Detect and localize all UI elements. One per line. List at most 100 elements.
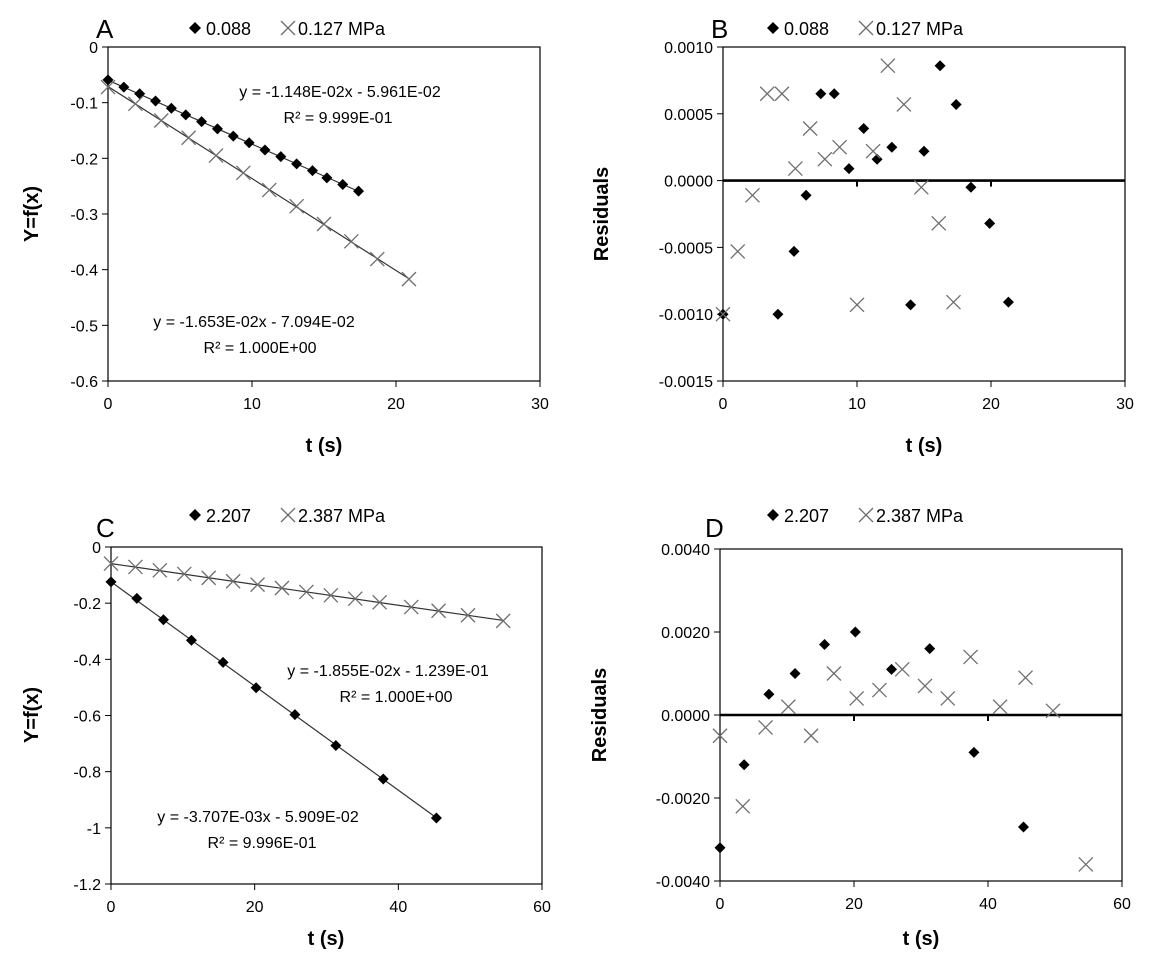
data-point xyxy=(858,122,870,134)
chart-panel-c: C 2.207 2.387 MPa 0 -0.2 -0.4 -0.6 -0.8 -1 -1.2 0 2… xyxy=(21,506,551,950)
data-point xyxy=(316,216,332,232)
data-point xyxy=(103,556,119,572)
data-point xyxy=(259,144,271,156)
x-tick-label: 20 xyxy=(845,896,863,913)
series-0.127 xyxy=(715,58,961,322)
data-point xyxy=(291,158,303,170)
data-point xyxy=(460,607,476,623)
legend-entry: 2.207 xyxy=(784,506,829,526)
data-point xyxy=(894,661,910,677)
data-point xyxy=(150,95,162,107)
y-tick-label: -1.2 xyxy=(73,877,101,894)
series-2.207 xyxy=(714,626,1030,854)
series-2.207 xyxy=(105,576,442,824)
panel-letter: C xyxy=(96,513,115,543)
data-point xyxy=(377,773,389,785)
legend-entry: 0.088 xyxy=(206,19,251,39)
equation-annotation: y = -3.707E-03x - 5.909E-02 xyxy=(157,809,359,826)
data-point xyxy=(185,634,197,646)
data-point xyxy=(347,591,363,607)
data-point xyxy=(102,74,114,86)
data-point xyxy=(849,297,865,313)
series-0.127 xyxy=(100,79,417,287)
data-point xyxy=(1018,670,1033,686)
panel-letter: B xyxy=(711,14,728,44)
y-axis-title: Residuals xyxy=(591,167,613,261)
legend-marker-diamond xyxy=(189,509,201,521)
y-tick-label: -0.2 xyxy=(73,596,101,613)
data-point xyxy=(127,559,143,575)
data-point xyxy=(950,98,962,110)
data-point xyxy=(201,570,217,586)
equation-annotation: R² = 9.999E-01 xyxy=(284,110,393,127)
x-tick-label: 20 xyxy=(246,899,264,916)
panel-letter: A xyxy=(96,14,114,44)
data-point xyxy=(1078,856,1094,872)
data-point xyxy=(772,308,784,320)
data-point xyxy=(849,690,865,706)
series-0.088 xyxy=(102,74,365,197)
data-point xyxy=(495,613,511,629)
x-axis-title: t (s) xyxy=(308,928,345,950)
equation-annotation: R² = 1.000E+00 xyxy=(340,689,453,706)
data-point xyxy=(745,187,760,203)
data-point xyxy=(1002,296,1014,308)
data-point xyxy=(157,614,169,626)
y-tick-label: -0.3 xyxy=(70,207,98,224)
legend-entry: 2.207 xyxy=(206,506,251,526)
data-point xyxy=(803,728,819,744)
x-tick-label: 30 xyxy=(531,396,549,413)
data-point xyxy=(787,161,803,177)
x-tick-label: 20 xyxy=(982,396,1000,413)
data-point xyxy=(401,271,417,287)
x-tick-label: 40 xyxy=(389,899,407,916)
equation-annotation: y = -1.148E-02x - 5.961E-02 xyxy=(239,84,441,101)
data-point xyxy=(738,759,750,771)
data-point xyxy=(289,198,305,214)
y-axis-title: Residuals xyxy=(589,668,611,762)
data-point xyxy=(181,130,197,146)
x-tick-label: 40 xyxy=(979,896,997,913)
equation-annotation: y = -1.653E-02x - 7.094E-02 xyxy=(153,314,355,331)
data-point xyxy=(965,181,977,193)
data-point xyxy=(880,58,896,74)
legend: 0.088 0.127 MPa xyxy=(767,19,964,39)
plot-area xyxy=(722,46,1126,382)
series-2.387 xyxy=(103,556,511,629)
legend: 0.088 0.127 MPa xyxy=(189,19,386,39)
y-tick-label: 0.0040 xyxy=(661,542,710,559)
y-axis-title: Y=f(x) xyxy=(21,687,43,743)
data-point xyxy=(165,102,177,114)
data-point xyxy=(715,306,731,322)
data-point xyxy=(788,245,800,257)
legend-entry: 0.127 MPa xyxy=(876,19,964,39)
legend-marker-cross xyxy=(858,20,874,36)
y-tick-label: -0.4 xyxy=(73,652,101,669)
x-axis-title: t (s) xyxy=(306,435,343,457)
data-point xyxy=(100,79,116,95)
data-point xyxy=(176,566,192,582)
data-point xyxy=(372,594,388,610)
x-tick-label: 60 xyxy=(533,899,551,916)
trendline-0.127 xyxy=(107,85,410,280)
equation-annotation: R² = 9.996E-01 xyxy=(208,835,317,852)
plot-area xyxy=(110,546,543,885)
legend-entry: 0.088 xyxy=(784,19,829,39)
x-tick-label: 60 xyxy=(1113,896,1131,913)
data-point xyxy=(817,151,833,167)
y-tick-label: -0.4 xyxy=(70,263,98,280)
chart-panel-d: D 2.207 2.387 MPa 0.0040 0.0020 0.0000 -0.0020… xyxy=(589,506,1131,950)
data-point xyxy=(131,592,143,604)
data-point xyxy=(849,626,861,638)
data-point xyxy=(802,121,818,136)
data-point xyxy=(774,86,790,102)
data-point xyxy=(763,688,775,700)
data-point xyxy=(828,88,840,100)
y-tick-label: 0.0010 xyxy=(664,40,713,57)
y-tick-label: -0.0010 xyxy=(659,307,713,324)
data-point xyxy=(306,165,318,177)
x-axis-title: t (s) xyxy=(906,435,943,457)
data-point xyxy=(274,580,290,596)
equation-annotation: R² = 1.000E+00 xyxy=(204,340,317,357)
data-point xyxy=(243,137,255,149)
